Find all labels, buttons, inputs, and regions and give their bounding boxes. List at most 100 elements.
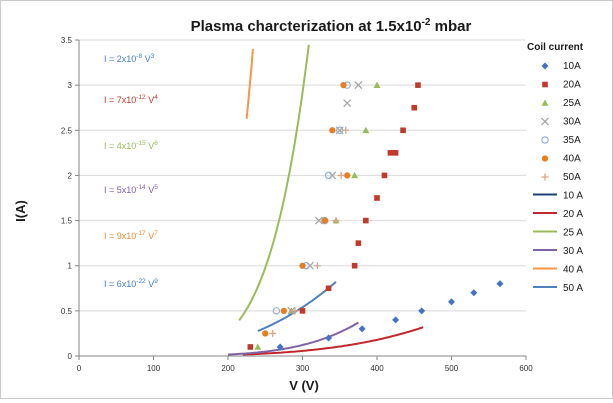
fit-equation: I = 7x10-12 V4: [104, 94, 158, 105]
data-point: [342, 126, 350, 134]
data-point: [299, 308, 306, 314]
data-point: [262, 330, 269, 337]
data-point: [541, 62, 549, 70]
y-tick-label: 3.5: [61, 36, 73, 45]
data-point: [415, 82, 421, 88]
data-point: [299, 262, 306, 269]
y-tick-label: 0.5: [61, 307, 73, 316]
legend-label: 40 A: [563, 265, 583, 276]
data-point: [387, 150, 394, 156]
legend-label: 35A: [563, 135, 581, 146]
data-point: [411, 104, 418, 111]
data-point: [354, 81, 363, 90]
axes: 0 0.5 1 1.5 2 2.5 3 3.5 0 100 200 300 400 500 600: [61, 36, 533, 373]
data-point: [418, 307, 426, 315]
data-point: [272, 307, 281, 315]
data-point: [344, 172, 351, 179]
data-point: [314, 216, 323, 225]
chart-title-sup: -2: [422, 17, 431, 28]
legend-label: 10 A: [563, 191, 583, 202]
fit-equation: I = 2x10-8 V3: [104, 53, 155, 64]
data-point: [343, 99, 352, 108]
chart-title: Plasma charcterization at 1.5x10-2 mbar: [191, 17, 472, 35]
data-point: [340, 81, 347, 89]
legend: Coil current 10A 20A 25A 30A 35A 40A 50A 10 A 20…: [527, 42, 584, 294]
legend-label: 50A: [563, 172, 581, 183]
legend-label: 25A: [563, 98, 581, 109]
data-point: [351, 171, 359, 179]
fit-line: [238, 44, 310, 321]
chart-title-main: Plasma charcterization at 1.5x10: [191, 18, 422, 35]
data-point: [280, 307, 288, 315]
y-tick-label: 0: [68, 352, 73, 361]
data-point: [373, 81, 381, 88]
x-tick-label: 300: [296, 364, 310, 373]
data-point: [358, 325, 366, 333]
y-tick-label: 2.5: [61, 126, 73, 135]
legend-label: 10A: [563, 61, 581, 72]
x-tick-label: 0: [77, 364, 82, 373]
data-point: [291, 307, 299, 315]
y-tick-label: 1.5: [61, 217, 73, 226]
data-point: [541, 117, 549, 126]
data-point: [325, 285, 332, 292]
legend-title: Coil current: [527, 42, 584, 53]
x-tick-label: 200: [221, 364, 235, 373]
data-point: [313, 262, 321, 270]
data-point: [541, 155, 549, 162]
data-point: [362, 126, 370, 134]
legend-label: 25 A: [563, 228, 583, 239]
x-tick-label: 100: [147, 364, 161, 373]
data-point: [542, 81, 548, 88]
fit-lines: [227, 44, 424, 356]
y-tick-label: 2: [68, 171, 73, 180]
y-tick-label: 1: [68, 262, 73, 271]
data-point: [541, 99, 549, 106]
data-point: [374, 195, 380, 201]
data-point: [541, 173, 549, 181]
data-point: [470, 289, 478, 297]
fit-equation: I = 6x10-22 V9: [104, 278, 158, 289]
data-point: [381, 172, 388, 179]
data-point: [363, 217, 369, 224]
fit-line: [227, 321, 359, 356]
legend-label: 50 A: [563, 283, 583, 294]
legend-label: 40A: [563, 154, 581, 165]
x-tick-label: 600: [519, 364, 533, 373]
chart-title-tail: mbar: [431, 18, 472, 35]
legend-label: 30 A: [563, 246, 583, 257]
x-tick-label: 400: [370, 364, 384, 373]
data-point: [254, 343, 262, 350]
data-point: [448, 298, 455, 306]
legend-label: 20A: [563, 80, 581, 91]
y-axis-label: I(A): [13, 200, 28, 222]
fit-equation: I = 5x10-14 V5: [104, 184, 158, 195]
legend-label: 30A: [563, 117, 581, 128]
data-point: [247, 344, 254, 350]
data-point: [287, 306, 296, 315]
fit-equation: I = 9x10-17 V7: [104, 230, 158, 241]
data-point: [392, 316, 400, 324]
data-point: [355, 240, 362, 246]
data-point: [351, 262, 358, 269]
data-point: [325, 334, 333, 342]
fit-equations: I = 2x10-8 V3 I = 7x10-12 V4 I = 4x10-15 V…: [104, 53, 158, 289]
data-point: [332, 217, 340, 225]
data-point: [400, 127, 406, 134]
fit-line: [242, 326, 424, 356]
fit-equation: I = 4x10-15 V6: [104, 140, 158, 151]
data-point: [324, 171, 333, 180]
data-points: [247, 81, 504, 351]
data-point: [337, 171, 345, 179]
data-point: [541, 136, 549, 144]
x-axis-label: V (V): [289, 378, 319, 393]
data-point: [329, 127, 336, 134]
x-tick-label: 500: [445, 364, 459, 373]
gridlines: [79, 39, 526, 312]
data-point: [276, 343, 284, 351]
data-point: [496, 280, 504, 288]
data-point: [321, 217, 328, 224]
data-point: [392, 150, 399, 156]
